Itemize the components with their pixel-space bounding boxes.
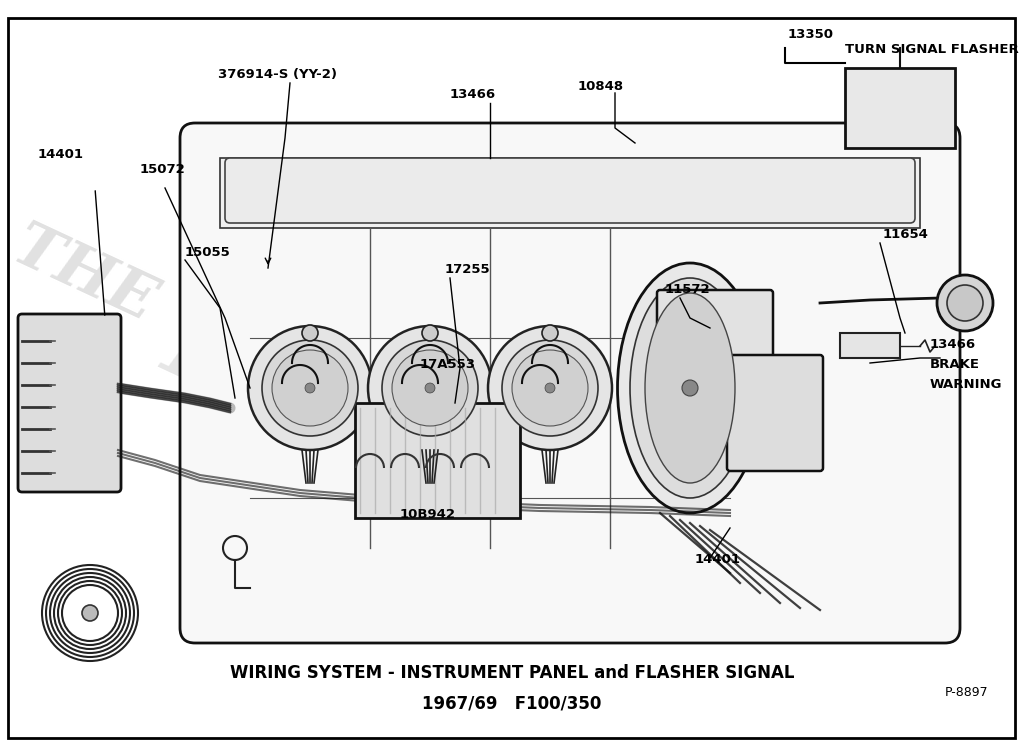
- Bar: [845, 68, 955, 148]
- Circle shape: [302, 325, 318, 341]
- Text: 17A553: 17A553: [420, 358, 476, 371]
- Bar: [220, 158, 920, 228]
- FancyBboxPatch shape: [180, 123, 961, 643]
- Text: THE '67-'92: THE '67-'92: [4, 215, 395, 441]
- FancyBboxPatch shape: [657, 290, 773, 371]
- Circle shape: [488, 326, 612, 450]
- Text: 14401: 14401: [38, 148, 84, 161]
- Circle shape: [305, 383, 315, 393]
- Circle shape: [82, 605, 98, 621]
- Text: 376914-S (YY-2): 376914-S (YY-2): [218, 68, 337, 81]
- Circle shape: [937, 275, 993, 331]
- Text: 17255: 17255: [445, 263, 490, 276]
- Bar: [840, 333, 900, 358]
- Ellipse shape: [645, 293, 735, 483]
- Text: 13350: 13350: [788, 28, 834, 41]
- Text: RESOURCE: RESOURCE: [356, 438, 703, 639]
- Text: 11654: 11654: [883, 228, 929, 241]
- Circle shape: [262, 340, 358, 436]
- Circle shape: [545, 383, 555, 393]
- Circle shape: [272, 350, 348, 426]
- Circle shape: [425, 383, 435, 393]
- Text: 1967/69   F100/350: 1967/69 F100/350: [422, 694, 602, 712]
- Ellipse shape: [617, 263, 763, 513]
- Text: FordTruck
Resource
.com: FordTruck Resource .com: [606, 217, 953, 499]
- Circle shape: [947, 285, 983, 321]
- FancyBboxPatch shape: [225, 158, 915, 223]
- Text: WIRING SYSTEM - INSTRUMENT PANEL and FLASHER SIGNAL: WIRING SYSTEM - INSTRUMENT PANEL and FLA…: [229, 664, 795, 682]
- Text: 15072: 15072: [140, 163, 185, 176]
- Circle shape: [422, 325, 438, 341]
- FancyBboxPatch shape: [18, 314, 121, 492]
- Text: 11572: 11572: [665, 283, 711, 296]
- Text: BRAKE: BRAKE: [930, 358, 980, 371]
- Text: TRUCK: TRUCK: [265, 380, 575, 576]
- Text: 13466: 13466: [450, 88, 496, 101]
- Text: 15055: 15055: [185, 246, 230, 259]
- Circle shape: [368, 326, 492, 450]
- Circle shape: [542, 325, 558, 341]
- Circle shape: [512, 350, 588, 426]
- Text: 13466: 13466: [930, 338, 976, 351]
- Text: P-8897: P-8897: [944, 687, 988, 699]
- FancyBboxPatch shape: [727, 355, 823, 471]
- Bar: [355, 403, 520, 518]
- Text: 10848: 10848: [578, 80, 624, 93]
- Circle shape: [682, 380, 698, 396]
- Circle shape: [248, 326, 372, 450]
- Circle shape: [502, 340, 598, 436]
- Ellipse shape: [630, 278, 750, 498]
- Text: TURN SIGNAL FLASHER: TURN SIGNAL FLASHER: [845, 43, 1019, 56]
- Circle shape: [382, 340, 478, 436]
- Text: 14401: 14401: [695, 553, 741, 566]
- Text: 10B942: 10B942: [400, 508, 456, 521]
- Text: WARNING: WARNING: [930, 378, 1002, 391]
- Text: FORD: FORD: [151, 301, 469, 515]
- Circle shape: [392, 350, 468, 426]
